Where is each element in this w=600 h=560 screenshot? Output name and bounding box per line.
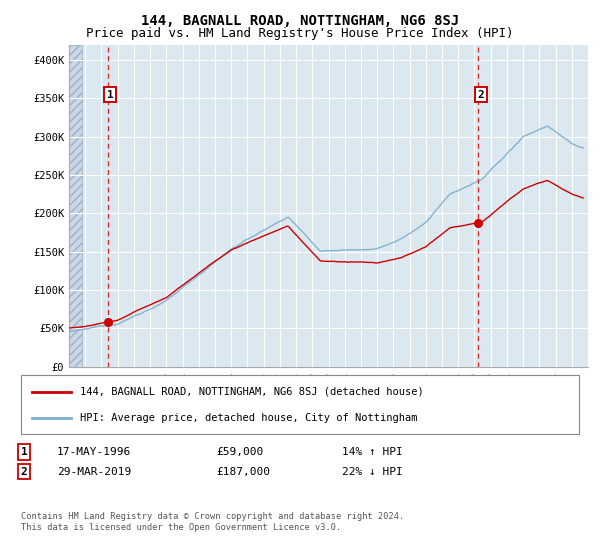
Text: £187,000: £187,000 — [216, 466, 270, 477]
Text: 14% ↑ HPI: 14% ↑ HPI — [342, 447, 403, 457]
Text: £59,000: £59,000 — [216, 447, 263, 457]
Text: 2: 2 — [478, 90, 484, 100]
Text: 1: 1 — [20, 447, 28, 457]
FancyBboxPatch shape — [21, 375, 579, 434]
Text: 22% ↓ HPI: 22% ↓ HPI — [342, 466, 403, 477]
Text: 144, BAGNALL ROAD, NOTTINGHAM, NG6 8SJ: 144, BAGNALL ROAD, NOTTINGHAM, NG6 8SJ — [141, 14, 459, 28]
Text: 17-MAY-1996: 17-MAY-1996 — [57, 447, 131, 457]
Text: Contains HM Land Registry data © Crown copyright and database right 2024.
This d: Contains HM Land Registry data © Crown c… — [21, 512, 404, 532]
Text: 144, BAGNALL ROAD, NOTTINGHAM, NG6 8SJ (detached house): 144, BAGNALL ROAD, NOTTINGHAM, NG6 8SJ (… — [80, 386, 424, 396]
Text: 1: 1 — [107, 90, 113, 100]
Text: HPI: Average price, detached house, City of Nottingham: HPI: Average price, detached house, City… — [80, 413, 417, 423]
Text: Price paid vs. HM Land Registry's House Price Index (HPI): Price paid vs. HM Land Registry's House … — [86, 27, 514, 40]
Bar — [69, 45, 82, 367]
Text: 2: 2 — [20, 466, 28, 477]
Text: 29-MAR-2019: 29-MAR-2019 — [57, 466, 131, 477]
